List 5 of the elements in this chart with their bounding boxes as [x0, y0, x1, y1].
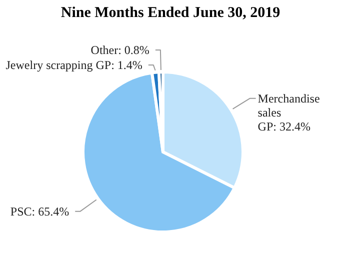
slice-label: Jewelry scrapping GP: 1.4%	[6, 58, 142, 72]
slice-label: Other: 0.8%	[90, 43, 150, 58]
slice-label: Merchandise sales GP: 32.4%	[258, 91, 320, 134]
slice-label: PSC: 65.4%	[10, 204, 70, 218]
chart-title: Nine Months Ended June 30, 2019	[60, 5, 280, 21]
